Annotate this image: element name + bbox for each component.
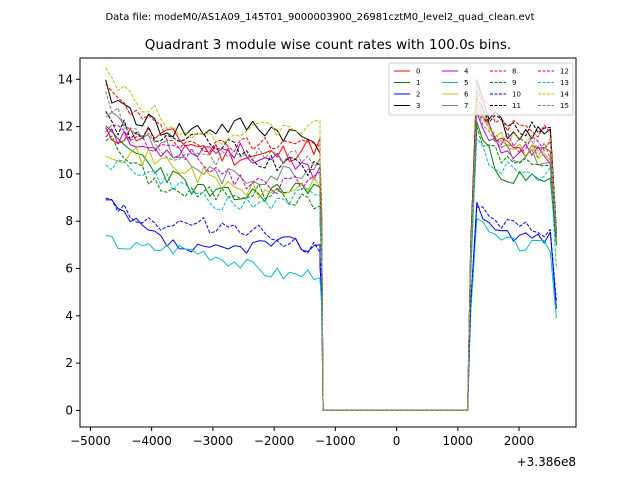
- series-line-11: [105, 97, 557, 411]
- x-tick-label: 1000: [443, 434, 474, 448]
- series-line-9: [105, 126, 557, 411]
- legend-label-9: 9: [512, 79, 516, 87]
- legend-label-12: 12: [560, 68, 569, 76]
- series-line-4: [105, 111, 557, 411]
- series-line-8: [105, 84, 557, 411]
- legend-label-5: 5: [464, 79, 468, 87]
- series-line-0: [105, 102, 557, 411]
- legend-label-4: 4: [464, 68, 469, 76]
- legend-label-6: 6: [464, 91, 469, 99]
- series-line-3: [105, 78, 557, 411]
- y-tick-label: 8: [65, 214, 73, 228]
- x-tick-label: −2000: [254, 434, 295, 448]
- legend-label-3: 3: [416, 102, 420, 110]
- legend-box: [388, 62, 574, 116]
- series-line-13: [105, 137, 557, 411]
- series-line-1: [105, 121, 557, 411]
- series-line-2: [105, 199, 557, 411]
- y-tick-label: 12: [58, 120, 73, 134]
- y-tick-label: 10: [58, 167, 73, 181]
- legend-label-10: 10: [512, 91, 521, 99]
- legend-label-11: 11: [512, 102, 521, 110]
- legend-label-1: 1: [416, 79, 420, 87]
- x-axis: −5000 −4000 −3000 −2000 −1000 0 1000 2000: [70, 427, 534, 448]
- figure-suptitle: Data file: modeM0/AS1A09_145T01_90000039…: [105, 12, 534, 23]
- series-line-6: [105, 90, 557, 411]
- series-line-5: [105, 218, 557, 411]
- series-line-12: [105, 114, 557, 411]
- x-tick-label: −5000: [70, 434, 111, 448]
- x-tick-label: −4000: [131, 434, 172, 448]
- legend-label-8: 8: [512, 68, 516, 76]
- y-axis: 0 2 4 6 8 10 12 14: [58, 72, 80, 417]
- legend-label-7: 7: [464, 102, 468, 110]
- x-tick-label: 0: [393, 434, 401, 448]
- legend-label-13: 13: [560, 79, 569, 87]
- y-tick-label: 2: [65, 356, 73, 370]
- legend-label-15: 15: [560, 102, 569, 110]
- y-tick-label: 0: [65, 403, 73, 417]
- x-offset-label: +3.386e8: [517, 455, 576, 469]
- series-line-7: [105, 78, 557, 411]
- x-tick-label: −1000: [315, 434, 356, 448]
- chart-title: Quadrant 3 module wise count rates with …: [145, 37, 511, 53]
- legend-label-2: 2: [416, 91, 420, 99]
- legend-label-14: 14: [560, 91, 569, 99]
- series-layer: [105, 67, 557, 411]
- y-tick-label: 4: [65, 309, 73, 323]
- x-tick-label: −3000: [193, 434, 234, 448]
- series-line-15: [105, 91, 557, 411]
- legend-label-0: 0: [416, 68, 420, 76]
- series-line-10: [105, 197, 557, 411]
- y-tick-label: 14: [58, 72, 73, 86]
- x-tick-label: 2000: [504, 434, 535, 448]
- y-tick-label: 6: [65, 262, 73, 276]
- plot-area-frame: [79, 57, 577, 428]
